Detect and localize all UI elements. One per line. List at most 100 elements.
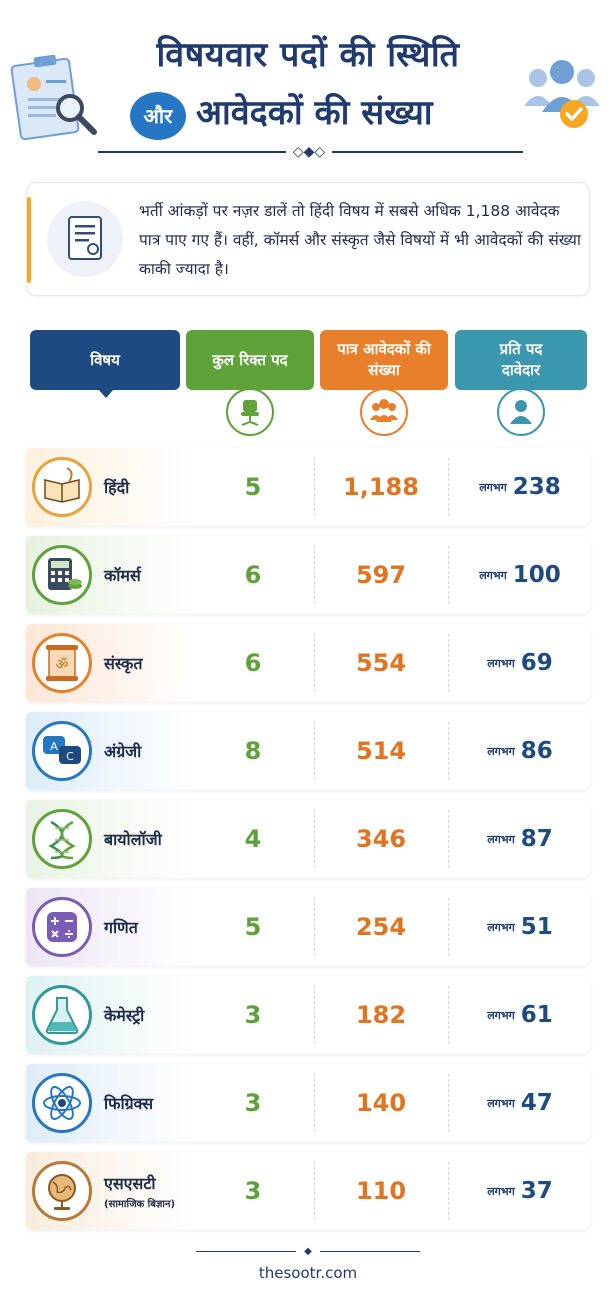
row-per-post-cell: लगभग 238 (450, 448, 590, 526)
intro-accent-bar (27, 197, 31, 283)
table-row: फिग्रिक्स 3 140 लगभग 47 (26, 1064, 590, 1142)
row-subject-name: केमेस्ट्री (104, 976, 192, 1054)
row-per-post-value: 61 (520, 1002, 553, 1028)
dna-icon (32, 809, 92, 869)
row-subject-name: एसएसटी (सामाजिक बिज्ञान) (104, 1152, 192, 1230)
subject-label: एसएसटी (104, 1174, 156, 1193)
row-subject-cell: बायोलॉजी (26, 800, 192, 878)
column-header-posts: कुल रिक्त पद (186, 330, 314, 390)
subject-label: बायोलॉजी (104, 830, 162, 849)
math-symbols-icon (32, 897, 92, 957)
row-divider (314, 722, 315, 780)
row-subject-cell: कॉमर्स (26, 536, 192, 614)
approx-label: लगभग (487, 1008, 515, 1022)
person-icon (497, 388, 545, 436)
table-row: ॐ संस्कृत 6 554 लगभग 69 (26, 624, 590, 702)
aur-badge: और (130, 92, 186, 140)
column-header-subject: विषय (30, 330, 180, 390)
subject-sublabel: (सामाजिक बिज्ञान) (104, 1199, 176, 1210)
row-subject-cell: एसएसटी (सामाजिक बिज्ञान) (26, 1152, 192, 1230)
row-posts-value: 6 (244, 649, 262, 677)
row-per-post-cell: लगभग 61 (450, 976, 590, 1054)
approx-label: लगभग (487, 920, 515, 934)
row-divider (448, 1074, 449, 1132)
row-posts-value: 6 (244, 561, 262, 589)
row-subject-cell: ॐ संस्कृत (26, 624, 192, 702)
row-applicants-value: 1,188 (343, 473, 419, 501)
row-per-post-value: 238 (512, 474, 561, 500)
atom-icon (32, 1073, 92, 1133)
row-divider (448, 986, 449, 1044)
row-divider (448, 722, 449, 780)
row-divider (448, 898, 449, 956)
calculator-icon (32, 545, 92, 605)
row-subject-name: हिंदी (104, 448, 192, 526)
approx-label: लगभग (487, 744, 515, 758)
row-subject-cell: केमेस्ट्री (26, 976, 192, 1054)
row-applicants-value: 254 (355, 913, 407, 941)
svg-text:A: A (50, 740, 58, 753)
table-row: बायोलॉजी 4 346 लगभग 87 (26, 800, 590, 878)
row-per-post-value: 87 (520, 826, 553, 852)
row-per-post-cell: लगभग 37 (450, 1152, 590, 1230)
table-row: केमेस्ट्री 3 182 लगभग 61 (26, 976, 590, 1054)
row-applicants-value: 597 (355, 561, 407, 589)
table-row: कॉमर्स 6 597 लगभग 100 (26, 536, 590, 614)
approx-label: लगभग (487, 1096, 515, 1110)
subject-label: गणित (104, 918, 138, 937)
row-subject-name: संस्कृत (104, 624, 192, 702)
subject-label: अंग्रेजी (104, 742, 142, 761)
row-posts-value: 8 (244, 737, 262, 765)
row-divider (314, 458, 315, 516)
row-applicants-value: 554 (355, 649, 407, 677)
row-divider (448, 458, 449, 516)
footer-ornament-icon: ◆ (304, 1246, 312, 1257)
intro-text: भर्ती आंकड़ों पर नज़र डालें तो हिंदी विष… (139, 202, 581, 278)
subject-header-pointer (98, 389, 114, 398)
table-row: गणित 5 254 लगभग 51 (26, 888, 590, 966)
row-posts-value: 3 (244, 1089, 262, 1117)
footer-divider-left (196, 1251, 296, 1252)
row-per-post-value: 47 (520, 1090, 553, 1116)
row-posts-value: 3 (244, 1001, 262, 1029)
header: विषयवार पदों की स्थिति और आवेदकों की संख… (0, 0, 616, 170)
row-per-post-cell: लगभग 100 (450, 536, 590, 614)
row-applicants-value: 514 (355, 737, 407, 765)
column-header-per-post: प्रति पद दावेदार (455, 330, 587, 390)
row-applicants-value: 140 (355, 1089, 407, 1117)
row-divider (314, 634, 315, 692)
divider-ornament-icon: ◇◆◇ (286, 143, 332, 161)
row-divider (448, 546, 449, 604)
row-subject-cell: गणित (26, 888, 192, 966)
approx-label: लगभग (487, 656, 515, 670)
svg-text:C: C (66, 750, 74, 763)
column-header-applicants: पात्र आवेदकों की संख्या (320, 330, 448, 390)
page-title-line2-text: आवेदकों की संख्या (196, 93, 433, 133)
row-subject-name: अंग्रेजी (104, 712, 192, 790)
subject-label: संस्कृत (104, 654, 143, 673)
globe-icon (32, 1161, 92, 1221)
row-per-post-cell: लगभग 51 (450, 888, 590, 966)
subject-label: केमेस्ट्री (104, 1006, 145, 1025)
row-applicants-value: 346 (355, 825, 407, 853)
row-divider (314, 546, 315, 604)
row-posts-value: 4 (244, 825, 262, 853)
row-divider (314, 810, 315, 868)
approx-label: लगभग (487, 832, 515, 846)
row-per-post-value: 37 (520, 1178, 553, 1204)
row-subject-cell: हिंदी (26, 448, 192, 526)
row-divider (314, 1074, 315, 1132)
row-per-post-value: 86 (520, 738, 553, 764)
row-divider (448, 1162, 449, 1220)
row-posts-value: 5 (244, 913, 262, 941)
intro-card: भर्ती आंकड़ों पर नज़र डालें तो हिंदी विष… (26, 182, 590, 296)
row-divider (448, 634, 449, 692)
row-per-post-value: 51 (520, 914, 553, 940)
flask-icon (32, 985, 92, 1045)
footer-site: thesootr.com (258, 1264, 358, 1282)
subject-label: फिग्रिक्स (104, 1094, 154, 1113)
row-per-post-value: 100 (512, 562, 561, 588)
subject-label: कॉमर्स (104, 566, 141, 585)
